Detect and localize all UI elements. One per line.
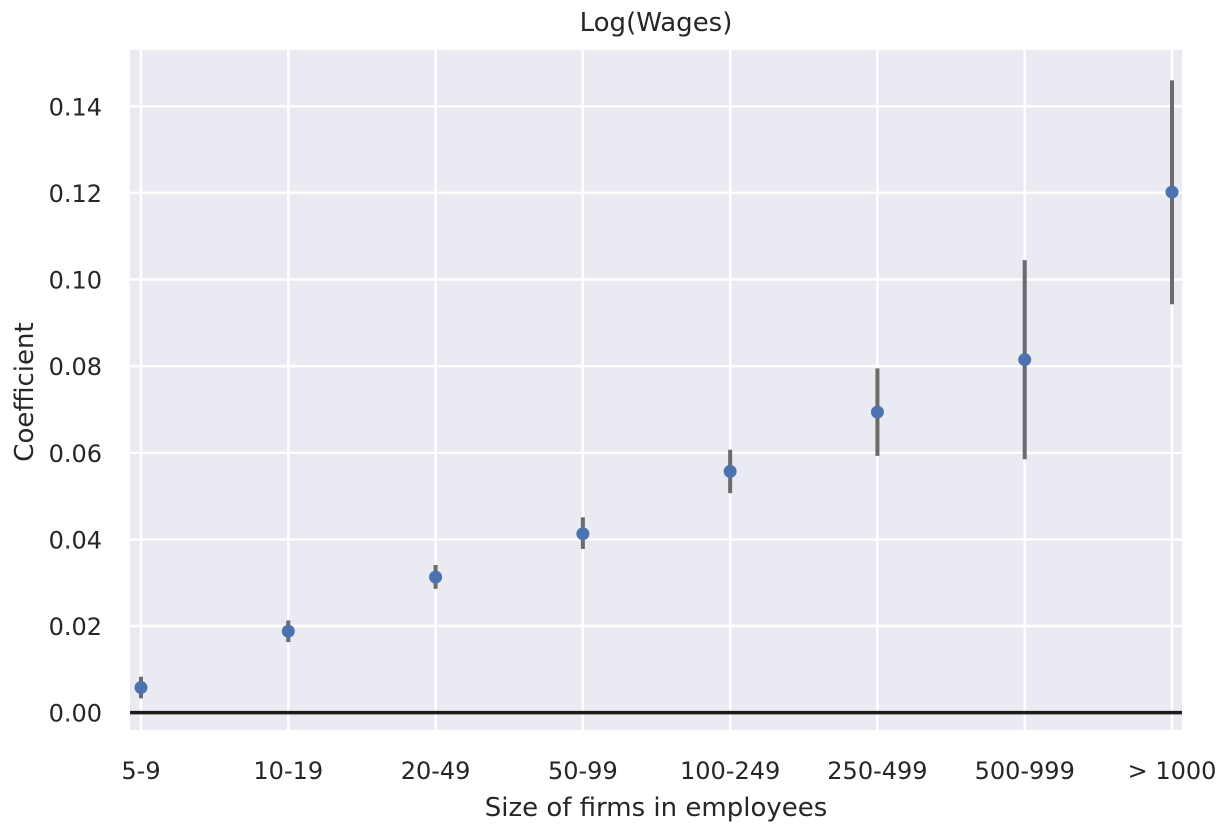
x-tick-label: > 1000 [1128, 757, 1217, 785]
data-point [281, 624, 295, 638]
y-tick-label: 0.06 [49, 440, 102, 468]
plot-background [130, 50, 1182, 730]
data-point [1165, 185, 1179, 199]
y-tick-label: 0.08 [49, 353, 102, 381]
x-tick-label: 500-999 [975, 757, 1075, 785]
x-tick-label: 10-19 [253, 757, 323, 785]
x-tick-label: 100-249 [680, 757, 780, 785]
data-point [1018, 353, 1032, 367]
y-tick-label: 0.12 [49, 180, 102, 208]
y-tick-label: 0.14 [49, 93, 102, 121]
data-point [576, 527, 590, 541]
data-point [134, 681, 148, 695]
data-point [429, 570, 443, 584]
x-tick-label: 50-99 [548, 757, 618, 785]
x-tick-labels: 5-9 10-19 20-49 50-99 100-249 250-499 500-999 >… [121, 757, 1216, 785]
y-axis-label: Coefficient [10, 322, 40, 461]
x-tick-label: 250-499 [827, 757, 927, 785]
chart-title: Log(Wages) [580, 8, 733, 38]
data-point [723, 464, 737, 478]
x-tick-label: 5-9 [121, 757, 160, 785]
y-tick-label: 0.10 [49, 267, 102, 295]
coefficient-points [134, 185, 1179, 695]
y-tick-label: 0.02 [49, 613, 102, 641]
x-axis-label: Size of firms in employees [485, 793, 828, 823]
x-tick-label: 20-49 [401, 757, 471, 785]
y-tick-labels: 0.00 0.02 0.04 0.06 0.08 0.10 0.12 0.14 [49, 93, 102, 727]
y-tick-label: 0.00 [49, 700, 102, 728]
data-point [870, 405, 884, 419]
y-tick-label: 0.04 [49, 526, 102, 554]
